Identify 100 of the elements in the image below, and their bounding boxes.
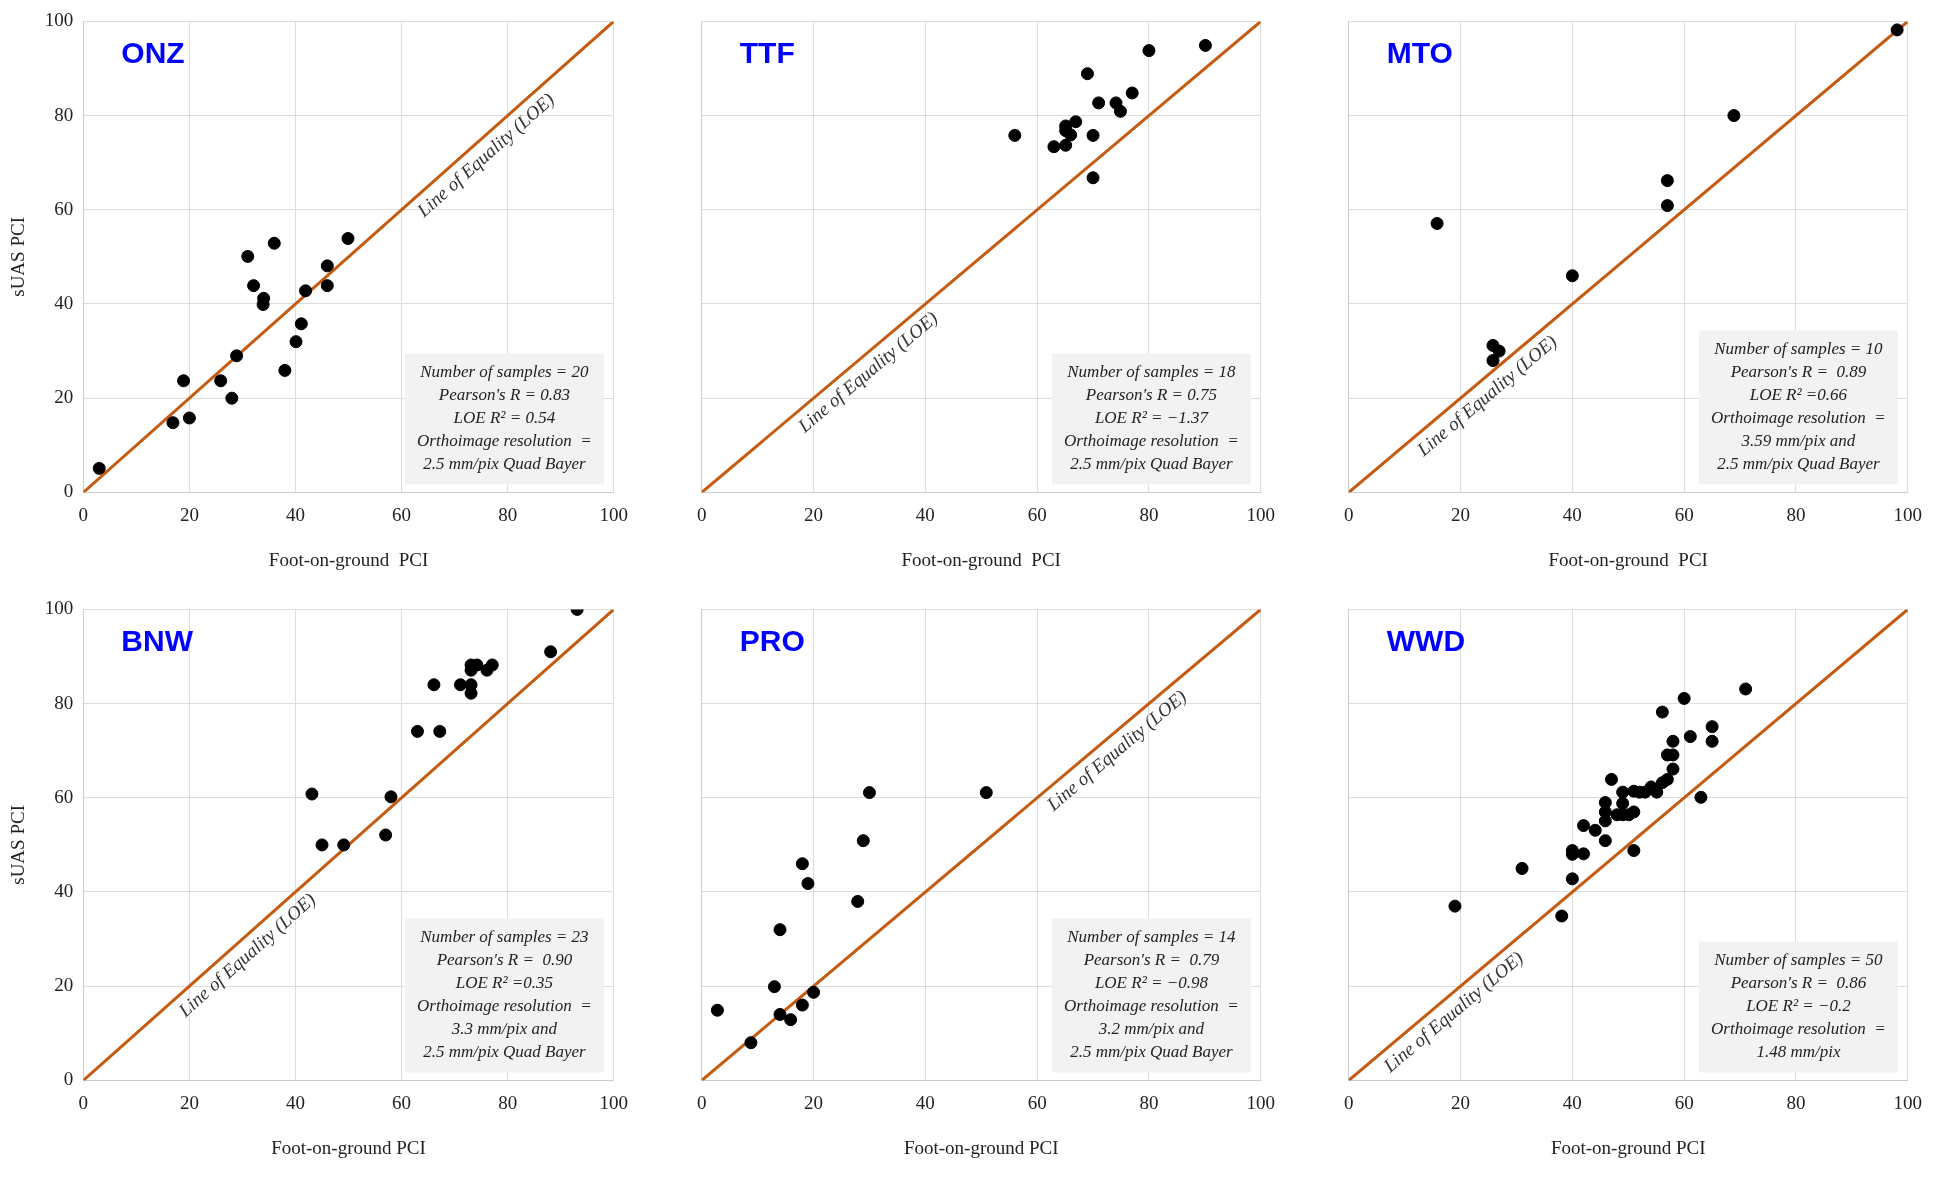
- point: [862, 786, 876, 800]
- point: [1739, 682, 1753, 696]
- x-tick-label: 100: [1246, 1091, 1275, 1113]
- point: [289, 335, 303, 349]
- point: [710, 1003, 724, 1017]
- x-tick-label: 40: [915, 1091, 935, 1113]
- point: [453, 678, 467, 692]
- point: [1086, 128, 1100, 142]
- point: [225, 391, 239, 405]
- text: ONZ: [121, 35, 185, 69]
- x-tick-label: 100: [599, 503, 628, 525]
- point: [315, 838, 329, 852]
- point: [1727, 109, 1741, 123]
- x-axis-title: Foot-on-ground PCI: [903, 1136, 1059, 1158]
- point: [1125, 86, 1139, 100]
- point: [795, 857, 809, 871]
- point: [299, 284, 313, 298]
- point: [1660, 174, 1674, 188]
- point: [851, 894, 865, 908]
- point: [1113, 104, 1127, 118]
- point: [247, 279, 261, 293]
- y-tick-label: 0: [63, 1068, 74, 1090]
- point: [177, 374, 191, 388]
- point: [1705, 734, 1719, 748]
- y-tick-label: 20: [54, 386, 74, 408]
- x-tick-label: 100: [1893, 503, 1922, 525]
- point: [1008, 128, 1022, 142]
- point: [1890, 23, 1904, 37]
- x-tick-label: 20: [179, 1091, 199, 1113]
- point: [320, 279, 334, 293]
- text: TTF: [739, 35, 795, 69]
- point: [1666, 734, 1680, 748]
- point: [795, 998, 809, 1012]
- point: [807, 985, 821, 999]
- x-tick-label: 40: [1562, 503, 1582, 525]
- point: [1677, 691, 1691, 705]
- x-tick-label: 100: [1246, 503, 1275, 525]
- point: [1565, 872, 1579, 886]
- point: [1627, 805, 1641, 819]
- point: [1448, 899, 1462, 913]
- point: [1059, 138, 1073, 152]
- point: [214, 374, 228, 388]
- point: [1655, 705, 1669, 719]
- y-axis-title: sUAS PCI: [7, 805, 29, 885]
- x-tick-label: 80: [1786, 1091, 1806, 1113]
- point: [856, 834, 870, 848]
- y-tick-label: 20: [54, 974, 74, 996]
- point: [1142, 44, 1156, 58]
- x-tick-label: 20: [804, 503, 824, 525]
- x-tick-label: 80: [498, 1091, 518, 1113]
- point: [1092, 96, 1106, 110]
- x-tick-label: 40: [915, 503, 935, 525]
- x-tick-label: 20: [1451, 503, 1471, 525]
- point: [1666, 762, 1680, 776]
- x-tick-label: 80: [1139, 503, 1159, 525]
- annotation: Number of samples = 20 Pearson's R = 0.83 LOE R² = 0.54 Orthoimage resolution = 2.5 mm/pix Quad Bayer: [417, 362, 592, 474]
- annotation: Number of samples = 23 Pearson's R = 0.90 LOE R² =0.35 Orthoimage resolution = 3.3 mm/pix and 2.5 mm/pix Quad Bayer: [417, 927, 592, 1062]
- point: [241, 249, 255, 263]
- annotation: Number of samples = 50 Pearson's R = 0.86 LOE R² = −0.2 Orthoimage resolution = 1.48 mm/pix: [1711, 950, 1886, 1062]
- point: [1660, 199, 1674, 213]
- x-tick-label: 0: [78, 1091, 89, 1113]
- point: [1598, 796, 1612, 810]
- point: [1598, 834, 1612, 848]
- point: [1565, 269, 1579, 283]
- x-tick-label: 100: [1893, 1091, 1922, 1113]
- text: MTO: [1386, 35, 1453, 69]
- x-tick-label: 80: [1786, 503, 1806, 525]
- x-tick-label: 0: [697, 503, 707, 525]
- x-tick-label: 40: [285, 503, 305, 525]
- point: [305, 787, 319, 801]
- point: [801, 877, 815, 891]
- x-tick-label: 60: [1027, 503, 1047, 525]
- point: [1650, 785, 1664, 799]
- x-axis-title: Foot-on-ground PCI: [271, 1136, 426, 1158]
- annotation: Number of samples = 14 Pearson's R = 0.79 LOE R² = −0.98 Orthoimage resolution = 3.2 mm/pix and 2.5 mm/pix Quad Bayer: [1064, 927, 1239, 1062]
- point: [182, 411, 196, 425]
- y-tick-label: 80: [54, 103, 74, 125]
- x-tick-label: 0: [697, 1091, 707, 1113]
- y-tick-label: 60: [54, 197, 74, 219]
- point: [427, 678, 441, 692]
- point: [384, 790, 398, 804]
- point: [784, 1013, 798, 1027]
- x-tick-label: 0: [1344, 503, 1354, 525]
- y-tick-label: 80: [54, 691, 74, 713]
- point: [379, 828, 393, 842]
- point: [337, 838, 351, 852]
- point: [1515, 861, 1529, 875]
- text: BNW: [121, 623, 194, 657]
- point: [1069, 115, 1083, 129]
- point: [1627, 844, 1641, 858]
- text: PRO: [739, 623, 805, 657]
- text: WWD: [1386, 623, 1466, 657]
- x-tick-label: 0: [78, 503, 89, 525]
- point: [773, 923, 787, 937]
- point: [92, 461, 106, 475]
- x-tick-label: 60: [1674, 503, 1694, 525]
- x-tick-label: 40: [285, 1091, 305, 1113]
- point: [294, 317, 308, 331]
- point: [1555, 909, 1569, 923]
- point: [410, 724, 424, 738]
